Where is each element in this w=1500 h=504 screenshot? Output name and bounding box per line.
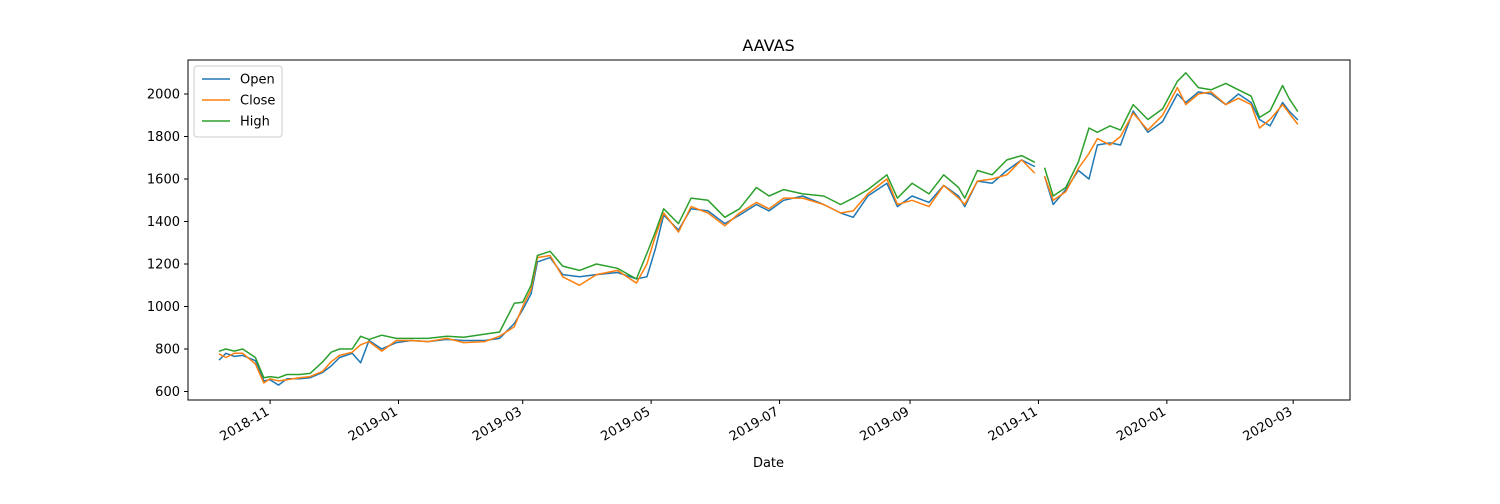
legend-box bbox=[193, 65, 283, 138]
series-line-close-3 bbox=[1043, 86, 1299, 202]
plot-area: 600 800 1000 1200 1400 1600 1800 2000 2018-11 201… bbox=[147, 59, 1351, 445]
plot-frame bbox=[187, 59, 1351, 401]
legend: Open Close High bbox=[193, 65, 283, 138]
x-tick-label: 2020-01 bbox=[1114, 404, 1169, 444]
x-tick-label: 2019-09 bbox=[857, 404, 912, 444]
y-tick-label: 800 bbox=[155, 343, 180, 358]
y-tick-label: 1000 bbox=[147, 300, 180, 315]
y-tick-label: 1400 bbox=[147, 215, 180, 230]
legend-label-close: Close bbox=[240, 94, 275, 109]
x-tick-label: 2019-11 bbox=[986, 404, 1041, 444]
series-line-high-4 bbox=[218, 154, 1036, 379]
series-line-close-2 bbox=[218, 159, 1036, 384]
legend-label-high: High bbox=[240, 115, 270, 130]
series-line-open-1 bbox=[1043, 91, 1299, 206]
series-line-high-5 bbox=[1043, 72, 1299, 197]
y-tick-label: 2000 bbox=[147, 88, 180, 103]
chart-title: AAVAS bbox=[742, 36, 794, 55]
x-tick-label: 2018-11 bbox=[218, 404, 273, 444]
x-axis-label: Date bbox=[753, 456, 784, 471]
y-tick-label: 1600 bbox=[147, 173, 180, 188]
y-tick-label: 1200 bbox=[147, 258, 180, 273]
series-group bbox=[218, 72, 1299, 386]
x-tick-label: 2019-07 bbox=[727, 404, 782, 444]
x-tick-label: 2019-05 bbox=[599, 404, 654, 444]
x-tick-label: 2019-01 bbox=[346, 404, 401, 444]
legend-label-open: Open bbox=[240, 73, 275, 88]
y-tick-label: 1800 bbox=[147, 130, 180, 145]
x-tick-label: 2019-03 bbox=[470, 404, 525, 444]
y-tick-label: 600 bbox=[155, 385, 180, 400]
series-line-open-0 bbox=[218, 159, 1036, 386]
x-tick-label: 2020-03 bbox=[1241, 404, 1296, 444]
